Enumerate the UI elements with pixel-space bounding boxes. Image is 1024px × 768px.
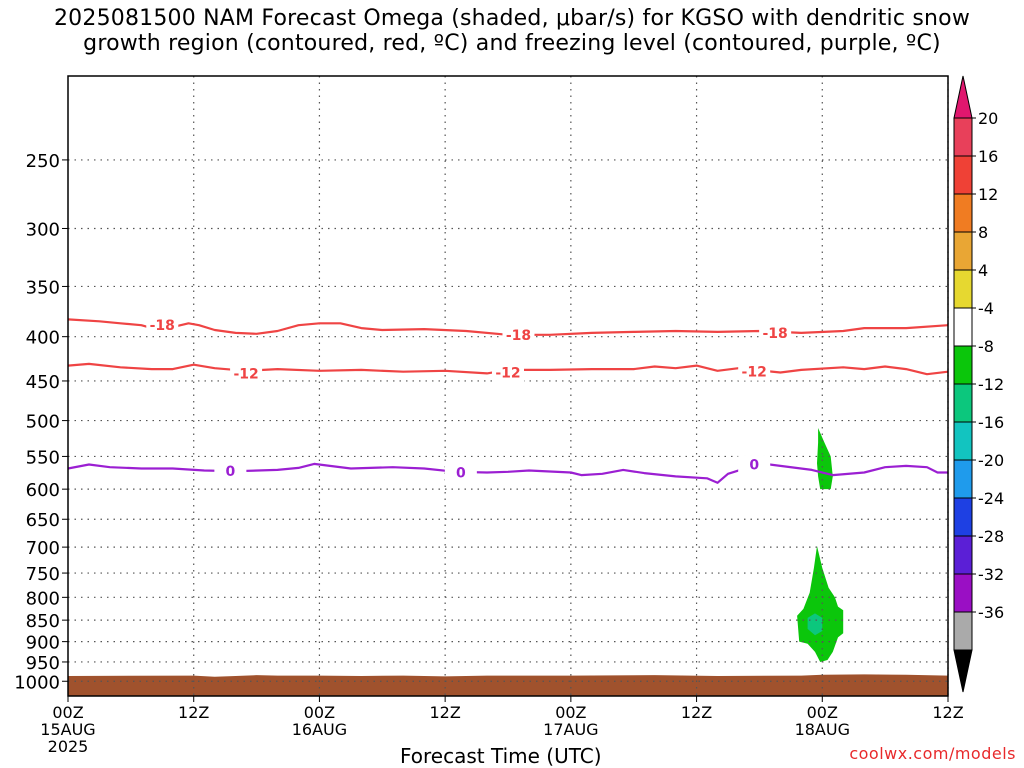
contour-label-bg — [444, 463, 477, 482]
x-tick-label-0h-2: 2025 — [48, 737, 89, 756]
y-tick-label-350: 350 — [26, 277, 60, 298]
y-tick-label-950: 950 — [26, 653, 60, 674]
contour-label-bg — [230, 364, 263, 383]
colorbar-swatch-1 — [953, 155, 973, 195]
chart-title: 2025081500 NAM Forecast Omega (shaded, μ… — [0, 6, 1024, 56]
contour-label-freezing-level-1: 0 — [456, 465, 466, 481]
x-tick-label-48h-1: 17AUG — [543, 720, 598, 739]
colorbar-swatch-8 — [953, 421, 973, 461]
x-tick-label-12h-0: 12Z — [178, 703, 209, 722]
y-tick-label-850: 850 — [26, 611, 60, 632]
plot-contours: -18 -18 -18 -12 -12 -12 0 0 0 — [67, 316, 949, 484]
colorbar-swatch-6 — [953, 345, 973, 385]
x-tick-label-36h-0: 12Z — [429, 703, 460, 722]
colorbar-label-3: 8 — [978, 223, 988, 242]
x-tick-label-0h-1: 15AUG — [40, 720, 95, 739]
omega-region-low-level — [797, 546, 844, 662]
x-tick-label-72h-1: 18AUG — [795, 720, 850, 739]
colorbar-swatch-12 — [953, 573, 973, 613]
colorbar-label-5: -4 — [978, 299, 994, 318]
colorbar-label-2: 12 — [978, 185, 998, 204]
contour-label-bg — [492, 363, 524, 382]
colorbar-label-8: -16 — [978, 413, 1004, 432]
contour-label-dgz-minus12-2: -12 — [742, 365, 767, 381]
y-tick-label-650: 650 — [26, 510, 60, 531]
omega-region-mid-level — [817, 428, 833, 490]
contour-label-bg — [214, 462, 247, 481]
colorbar-swatch-2 — [953, 193, 973, 233]
y-tick-label-550: 550 — [26, 447, 60, 468]
contour-label-dgz-minus18-0: -18 — [150, 318, 175, 334]
chart-title-line-2: growth region (contoured, red, ºC) and f… — [83, 31, 941, 56]
contour-label-dgz-minus12-0: -12 — [233, 366, 258, 382]
colorbar-label-10: -24 — [978, 489, 1004, 508]
y-tick-label-750: 750 — [26, 564, 60, 585]
source-credit: coolwx.com/models — [849, 744, 1016, 763]
contour-label-dgz-minus18-1: -18 — [506, 328, 531, 344]
colorbar-swatch-9 — [953, 459, 973, 499]
contour-label-bg — [738, 362, 771, 381]
colorbar-swatch-4 — [953, 269, 973, 309]
contour-label-bg — [146, 316, 179, 335]
terrain-ground — [68, 674, 948, 696]
colorbar-label-4: 4 — [978, 261, 988, 280]
colorbar-swatch-13 — [953, 611, 973, 651]
contour-label-bg — [502, 325, 535, 344]
contour-label-dgz-minus12-1: -12 — [495, 366, 520, 382]
y-tick-label-300: 300 — [26, 219, 60, 240]
y-tick-label-500: 500 — [26, 412, 60, 433]
contour-dgz-minus12 — [67, 362, 949, 376]
colorbar-swatch-7 — [953, 383, 973, 423]
x-axis-label: Forecast Time (UTC) — [400, 744, 602, 768]
colorbar-swatch-10 — [953, 497, 973, 537]
contour-freezing-level — [67, 462, 948, 484]
colorbar-top-arrow — [953, 75, 973, 119]
y-tick-label-900: 900 — [26, 633, 60, 654]
contour-label-freezing-level-2: 0 — [749, 458, 759, 474]
colorbar-swatch-0 — [953, 117, 973, 157]
plot-axes: 2503003504004505005506006507007508008509… — [14, 75, 964, 756]
y-tick-label-600: 600 — [26, 480, 60, 501]
colorbar-bottom-arrow — [953, 649, 973, 693]
colorbar-label-12: -32 — [978, 565, 1004, 584]
x-tick-label-0h-0: 00Z — [52, 703, 83, 722]
colorbar-swatch-5 — [953, 307, 973, 347]
colorbar-label-13: -36 — [978, 603, 1004, 622]
contour-label-freezing-level-0: 0 — [226, 464, 236, 480]
colorbar-swatch-3 — [953, 231, 973, 271]
y-tick-label-1000: 1000 — [14, 672, 60, 693]
colorbar-label-6: -8 — [978, 337, 994, 356]
plot-fills — [68, 428, 948, 696]
x-tick-label-72h-0: 00Z — [807, 703, 838, 722]
plot-frame — [67, 75, 949, 697]
x-tick-label-24h-0: 00Z — [304, 703, 335, 722]
colorbar-swatch-11 — [953, 535, 973, 575]
colorbar-label-9: -20 — [978, 451, 1004, 470]
y-tick-label-400: 400 — [26, 328, 60, 349]
colorbar-label-0: 20 — [978, 109, 998, 128]
omega-region-low-level-core — [807, 613, 823, 636]
y-tick-label-700: 700 — [26, 538, 60, 559]
x-tick-label-60h-0: 12Z — [681, 703, 712, 722]
x-tick-label-48h-0: 00Z — [555, 703, 586, 722]
contour-label-bg — [759, 323, 792, 342]
contour-label-bg — [738, 455, 771, 474]
colorbar-label-11: -28 — [978, 527, 1004, 546]
chart-title-line-1: 2025081500 NAM Forecast Omega (shaded, μ… — [53, 6, 971, 31]
colorbar-label-7: -12 — [978, 375, 1004, 394]
contour-label-dgz-minus18-2: -18 — [762, 326, 787, 342]
x-tick-label-84h-0: 12Z — [932, 703, 963, 722]
x-tick-label-24h-1: 16AUG — [292, 720, 347, 739]
y-tick-label-800: 800 — [26, 588, 60, 609]
colorbar: 20 16 12 8 4 -4 -8 -12 -16 -20 -24 -28 -32 -36 — [953, 75, 1004, 693]
y-tick-label-250: 250 — [26, 151, 60, 172]
colorbar-label-1: 16 — [978, 147, 998, 166]
y-tick-label-450: 450 — [26, 372, 60, 393]
